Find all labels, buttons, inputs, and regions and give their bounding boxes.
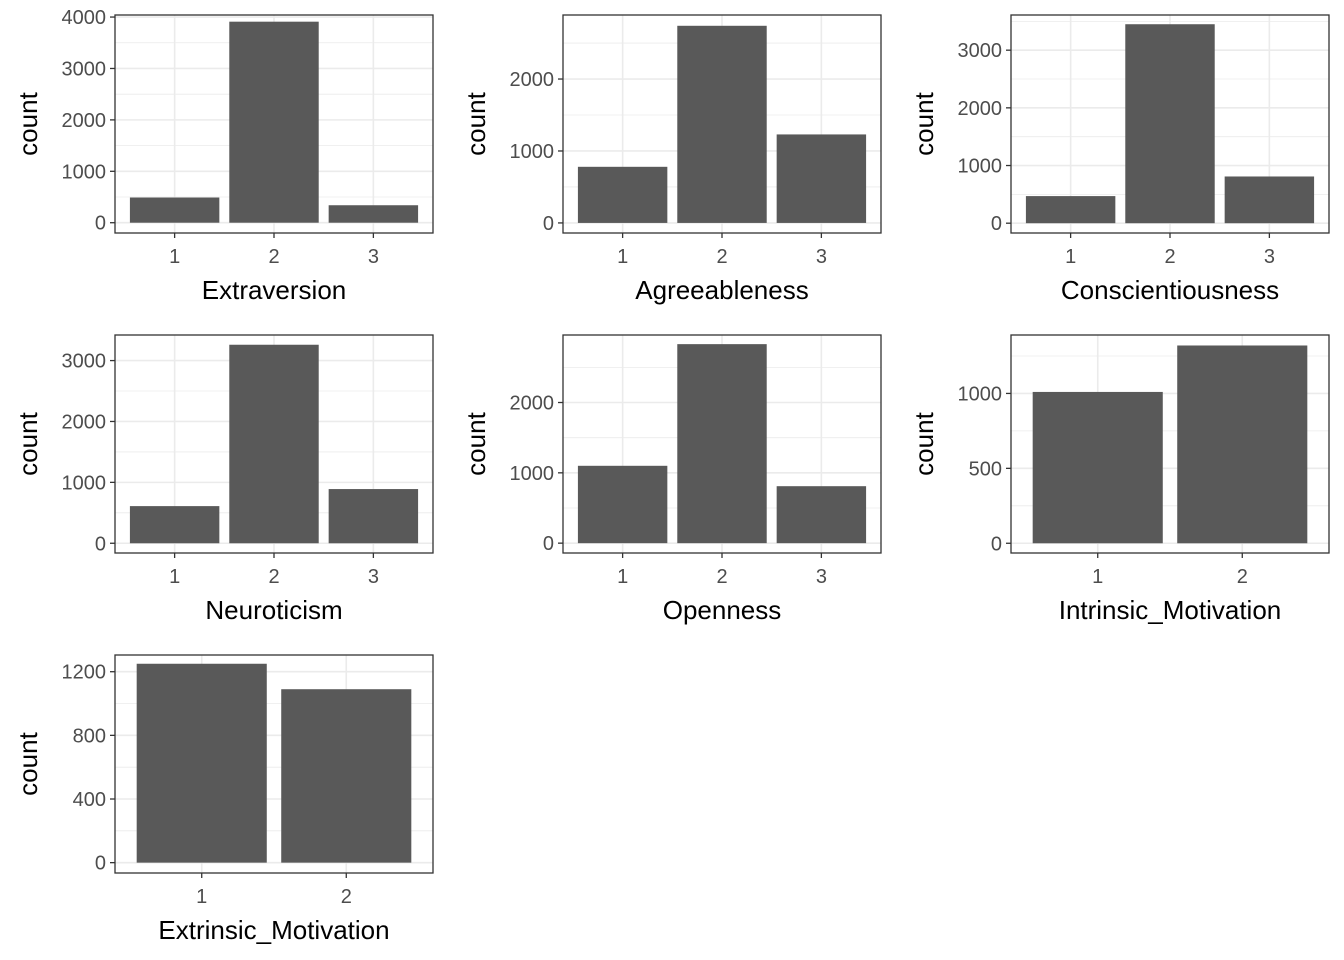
x-tick-label: 1 (169, 566, 180, 588)
y-tick-label: 1000 (510, 141, 555, 163)
bar (136, 663, 267, 863)
y-axis-title: count (461, 411, 491, 475)
bar (229, 21, 319, 223)
bar (129, 197, 220, 223)
bar (577, 166, 668, 223)
y-tick-label: 1000 (62, 472, 107, 494)
x-tick-label: 2 (268, 246, 279, 268)
bar (1032, 391, 1163, 544)
chart-panel: 0 400 800 1200 1 2 Extrinsic_Motivation count (13, 654, 434, 945)
y-tick-label: 400 (73, 789, 106, 811)
y-tick-label: 1000 (62, 161, 107, 183)
bar (229, 344, 319, 544)
y-axis-title: count (909, 91, 939, 155)
y-tick-label: 1000 (510, 463, 555, 485)
y-tick-label: 0 (991, 213, 1002, 235)
x-tick-label: 1 (1065, 246, 1076, 268)
y-tick-label: 2000 (958, 98, 1003, 120)
x-tick-label: 2 (716, 246, 727, 268)
y-axis-title: count (13, 731, 43, 795)
x-tick-label: 2 (1164, 246, 1175, 268)
x-tick-label: 3 (816, 566, 827, 588)
y-tick-label: 1200 (62, 662, 107, 684)
bar (1177, 345, 1308, 544)
x-tick-label: 2 (1237, 566, 1248, 588)
y-tick-label: 2000 (510, 69, 555, 91)
y-tick-label: 4000 (62, 7, 107, 29)
y-tick-label: 0 (543, 213, 554, 235)
panel-border (114, 654, 434, 874)
bar (776, 134, 867, 223)
y-tick-label: 1000 (958, 156, 1003, 178)
x-axis-title: Intrinsic_Motivation (1059, 595, 1282, 625)
bar (129, 506, 220, 544)
y-tick-label: 3000 (62, 351, 107, 373)
x-tick-label: 2 (341, 886, 352, 908)
y-axis-title: count (13, 91, 43, 155)
bar (1125, 24, 1215, 224)
x-tick-label: 3 (368, 246, 379, 268)
y-tick-label: 3000 (958, 40, 1003, 62)
x-tick-label: 2 (268, 566, 279, 588)
x-tick-label: 3 (1264, 246, 1275, 268)
x-tick-label: 3 (368, 566, 379, 588)
bar (776, 486, 867, 544)
y-tick-label: 800 (73, 725, 106, 747)
bar (1224, 176, 1315, 224)
x-axis-title: Agreeableness (635, 275, 808, 305)
bar (281, 689, 412, 863)
bar (677, 25, 767, 223)
x-axis-title: Extraversion (202, 275, 347, 305)
y-axis-title: count (461, 91, 491, 155)
y-tick-label: 0 (95, 213, 106, 235)
chart-panel: 0 1000 2000 1 2 3 Openness count (461, 334, 882, 625)
bar (328, 205, 419, 223)
y-tick-label: 2000 (510, 393, 555, 415)
panel-border (1010, 334, 1330, 554)
y-tick-label: 0 (991, 533, 1002, 555)
bar (677, 344, 767, 544)
x-tick-label: 1 (169, 246, 180, 268)
y-tick-label: 500 (969, 458, 1002, 480)
x-tick-label: 1 (196, 886, 207, 908)
y-tick-label: 0 (95, 853, 106, 875)
chart-panel: 0 1000 2000 3000 1 2 3 Conscientiousness count (909, 14, 1330, 305)
y-tick-label: 3000 (62, 58, 107, 80)
x-axis-title: Conscientiousness (1061, 275, 1279, 305)
chart-panel: 0 1000 2000 3000 4000 1 2 3 Extraversion count (13, 7, 434, 305)
x-tick-label: 1 (617, 246, 628, 268)
chart-panel: 0 500 1000 1 2 Intrinsic_Motivation count (909, 334, 1330, 625)
y-tick-label: 2000 (62, 110, 107, 132)
x-axis-title: Openness (663, 595, 782, 625)
y-tick-label: 1000 (958, 383, 1003, 405)
x-tick-label: 1 (1092, 566, 1103, 588)
chart-panel: 0 1000 2000 3000 1 2 3 Neuroticism count (13, 334, 434, 625)
x-axis-title: Extrinsic_Motivation (158, 915, 389, 945)
y-axis-title: count (13, 411, 43, 475)
y-axis-title: count (909, 411, 939, 475)
y-tick-label: 2000 (62, 411, 107, 433)
bar (577, 465, 668, 544)
y-tick-label: 0 (95, 533, 106, 555)
bar (328, 489, 419, 544)
x-tick-label: 3 (816, 246, 827, 268)
x-tick-label: 2 (716, 566, 727, 588)
x-axis-title: Neuroticism (205, 595, 342, 625)
x-tick-label: 1 (617, 566, 628, 588)
bar (1025, 196, 1116, 224)
y-tick-label: 0 (543, 533, 554, 555)
chart-panel: 0 1000 2000 1 2 3 Agreeableness count (461, 14, 882, 305)
